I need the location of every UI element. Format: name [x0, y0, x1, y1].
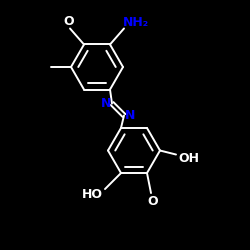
Text: O: O — [148, 194, 158, 207]
Text: HO: HO — [82, 188, 102, 200]
Text: O: O — [64, 15, 74, 28]
Text: N: N — [125, 109, 135, 122]
Text: NH₂: NH₂ — [123, 16, 149, 29]
Text: OH: OH — [178, 152, 200, 165]
Text: N: N — [101, 97, 111, 110]
